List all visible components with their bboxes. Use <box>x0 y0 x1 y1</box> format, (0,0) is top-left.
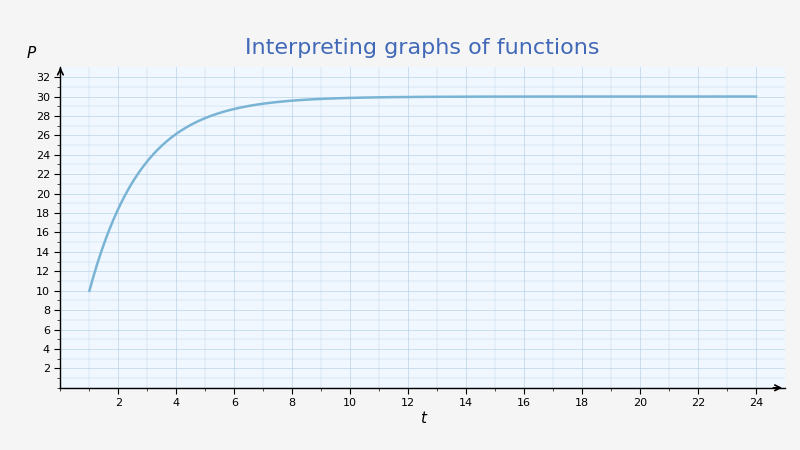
Title: Interpreting graphs of functions: Interpreting graphs of functions <box>246 37 600 58</box>
X-axis label: t: t <box>420 411 426 426</box>
Y-axis label: P: P <box>27 46 36 61</box>
